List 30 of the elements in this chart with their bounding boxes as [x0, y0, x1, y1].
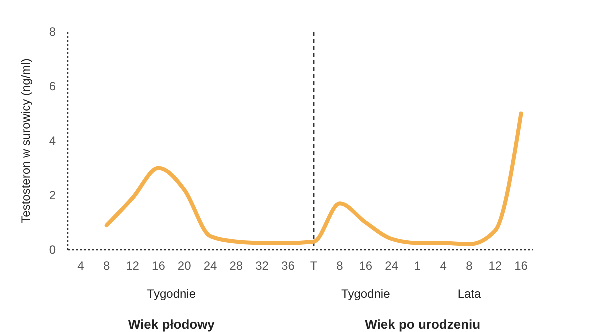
x-tick-label: 8: [104, 259, 111, 273]
x-tick-label: 24: [385, 259, 399, 273]
x-tick-label: 20: [178, 259, 192, 273]
line-series: [104, 112, 524, 247]
x-tick-label: 16: [514, 259, 528, 273]
text: Tygodnie: [342, 287, 391, 301]
x-tick-label: 12: [126, 259, 140, 273]
x-tick-label: 16: [359, 259, 373, 273]
text: Wiek płodowy: [128, 317, 216, 332]
x-tick-label: 16: [152, 259, 166, 273]
x-tick-label: 4: [440, 259, 448, 273]
x-tick-label: 8: [336, 259, 344, 273]
text: Tygodnie: [147, 287, 196, 301]
text: Lata: [458, 287, 482, 301]
y-tick-label: 6: [49, 80, 56, 94]
y-tick-label: 8: [49, 25, 56, 40]
y-axis-title: Testosteron w surowicy (ng/ml): [19, 58, 33, 224]
x-tick-label: 8: [466, 259, 474, 273]
text: Wiek po urodzeniu: [365, 317, 481, 332]
x-tick-label: 36: [282, 259, 296, 273]
y-tick-label: 4: [49, 134, 56, 148]
x-tick-label: 28: [230, 259, 244, 273]
x-tick-label: T: [310, 259, 318, 273]
x-tick-label: 24: [204, 259, 218, 273]
x-tick-label: 4: [78, 259, 85, 273]
x-tick-label: 1: [414, 259, 422, 273]
y-tick-label: 0: [49, 243, 56, 258]
y-tick-label: 2: [49, 188, 56, 203]
x-tick-label: 12: [488, 259, 502, 273]
x-tick-label: 32: [256, 259, 270, 273]
